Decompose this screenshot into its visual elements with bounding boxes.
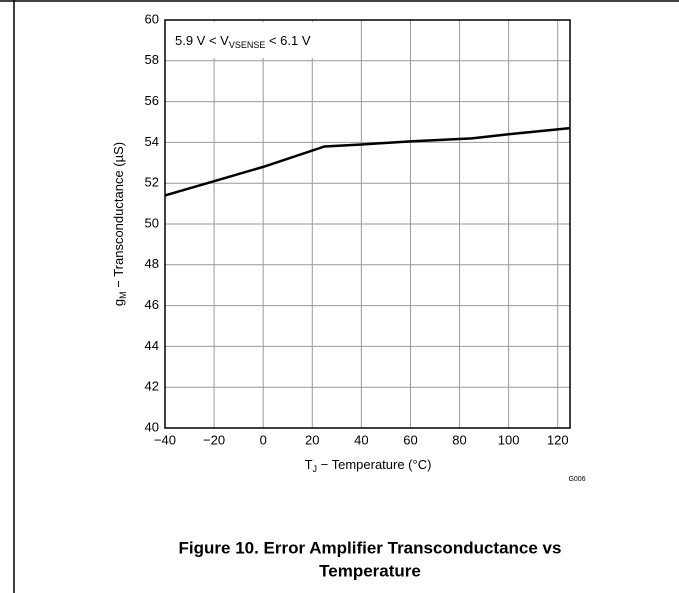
x-axis-label: TJ − Temperature (°C) (305, 457, 432, 474)
text-part: − Transconductance (µS) (111, 142, 126, 291)
y-tick-label: 50 (145, 215, 159, 230)
x-tick-label: 120 (547, 432, 569, 447)
x-tick-label: −40 (154, 432, 176, 447)
text-part: 5.9 V < V (175, 33, 229, 48)
y-tick-label: 56 (145, 93, 159, 108)
x-tick-label: 40 (354, 432, 368, 447)
y-tick-label: 52 (145, 175, 159, 190)
annotation-background (167, 22, 357, 58)
y-tick-label: 60 (145, 11, 159, 26)
plot-frame (164, 19, 571, 429)
y-tick-label: 46 (145, 297, 159, 312)
text-part: T (305, 457, 313, 472)
y-tick-label: 54 (145, 134, 159, 149)
text-part: g (111, 299, 126, 306)
y-tick-label: 48 (145, 256, 159, 271)
text-part: < 6.1 V (265, 33, 310, 48)
x-tick-label: −20 (203, 432, 225, 447)
y-tick-label: 42 (145, 379, 159, 394)
annotation: 5.9 V < VVSENSE < 6.1 V (175, 33, 311, 50)
figure-caption: Temperature (319, 561, 421, 580)
x-tick-label: 100 (498, 432, 520, 447)
y-tick-label: 58 (145, 52, 159, 67)
plot: 40 42 44 46 48 50 52 54 56 58 60 −40 −20 0 20 40 60 80 100… (145, 11, 571, 447)
x-tick-label: 80 (452, 432, 466, 447)
x-tick-label: 20 (305, 432, 319, 447)
figure-code: G006 (568, 476, 585, 483)
subscript: M (118, 291, 128, 299)
data-line (164, 126, 571, 197)
x-tick-label: 0 (260, 432, 267, 447)
subscript: J (313, 464, 318, 474)
subscript: VSENSE (229, 40, 266, 50)
y-tick-label: 44 (145, 338, 159, 353)
y-axis-label: gM − Transconductance (µS) (111, 142, 128, 306)
x-tick-label: 60 (403, 432, 417, 447)
figure-caption: Figure 10. Error Amplifier Transconducta… (179, 538, 562, 557)
text-part: − Temperature (°C) (317, 457, 431, 472)
y-tick-label: 40 (145, 419, 159, 434)
